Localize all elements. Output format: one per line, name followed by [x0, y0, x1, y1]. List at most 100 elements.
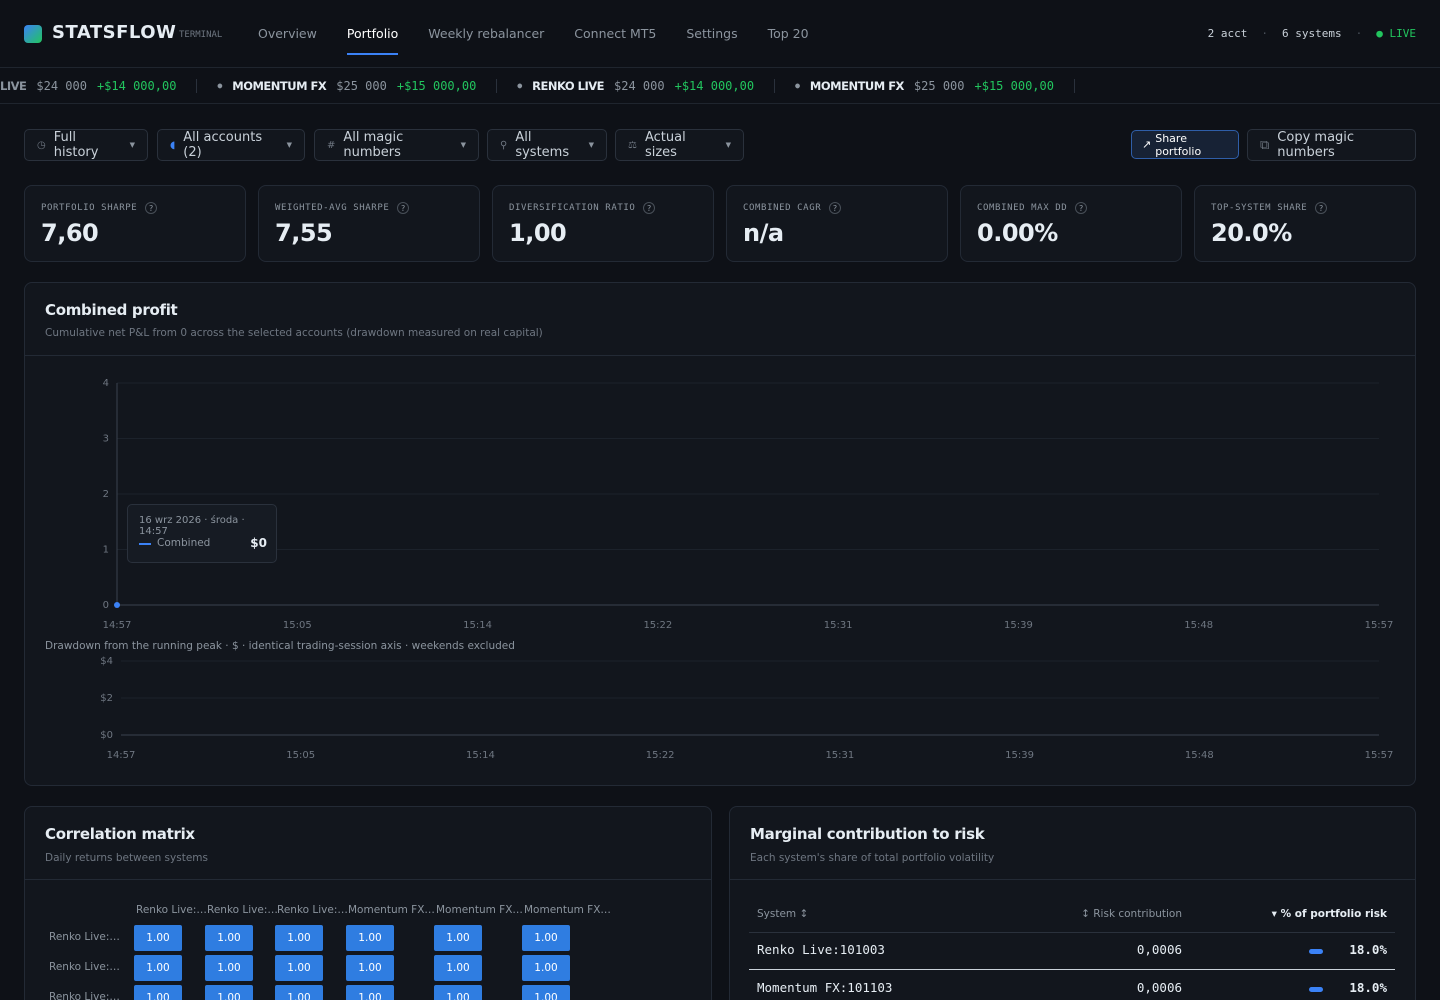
- logo: [24, 25, 42, 43]
- copy-button[interactable]: ⧉ Copy magic numbers: [1247, 129, 1416, 161]
- filter-icon: ◖: [170, 139, 176, 151]
- y-tick-label: 2: [103, 489, 109, 500]
- kpi-label: COMBINED CAGR?: [743, 202, 842, 214]
- kpi-label-text: PORTFOLIO SHARPE: [41, 203, 138, 213]
- share-icon: ↗: [1142, 138, 1152, 151]
- caret: ▼: [129, 141, 135, 149]
- kpi-value: 7,55: [275, 219, 333, 247]
- filter-dropdown[interactable]: ◖ All accounts (2) ▼: [157, 129, 305, 161]
- filter-dropdown[interactable]: ⚖ Actual sizes ▼: [615, 129, 744, 161]
- help-icon[interactable]: ?: [1315, 202, 1328, 214]
- system-name: Renko Live:101003: [757, 942, 885, 957]
- tooltip-value: $0: [250, 536, 267, 550]
- kpi-value: n/a: [743, 219, 784, 247]
- column-header[interactable]: ↕ Risk contribution: [1081, 908, 1182, 920]
- nav-link[interactable]: Top 20: [767, 26, 809, 41]
- card-subtitle: Daily returns between systems: [45, 852, 208, 864]
- help-icon[interactable]: ?: [1075, 202, 1088, 214]
- row-divider: [749, 969, 1395, 970]
- tooltip-series: Combined: [157, 537, 211, 549]
- brand: STATSFLOW: [52, 22, 177, 43]
- nav-link[interactable]: Portfolio: [346, 26, 399, 55]
- kpi-value: 0.00%: [977, 219, 1058, 247]
- separator: ·: [1355, 27, 1363, 40]
- ticker-dot: ●: [795, 81, 800, 90]
- ticker-item: LIVE $24 000 +$14 000,00: [0, 78, 198, 93]
- kpi-label: COMBINED MAX DD?: [977, 202, 1088, 214]
- ticker-name: MOMENTUM FX: [232, 78, 327, 93]
- ticker-name: RENKO LIVE: [532, 78, 605, 93]
- tooltip: 16 wrz 2026 · środa · 14:57 Combined $0: [127, 504, 277, 563]
- kpi-label: PORTFOLIO SHARPE?: [41, 202, 158, 214]
- risk-bar: [1309, 949, 1323, 954]
- column-header[interactable]: System ↕: [757, 908, 809, 920]
- drawdown-caption: Drawdown from the running peak · $ · ide…: [45, 640, 515, 652]
- filter-dropdown[interactable]: ⚲ All systems ▼: [487, 129, 607, 161]
- divider: [730, 879, 1415, 880]
- ticker-item: ● MOMENTUM FX $25 000 +$15 000,00: [795, 78, 1075, 93]
- column-label: Renko Live:…: [136, 904, 207, 916]
- header-divider: [749, 932, 1395, 933]
- kpi-label-text: COMBINED MAX DD: [977, 203, 1068, 213]
- kpi-card: COMBINED MAX DD? 0.00%: [960, 185, 1182, 262]
- x-tick-label: 15:14: [466, 750, 495, 761]
- x-tick-label: 15:39: [1005, 750, 1034, 761]
- y-tick-label: $4: [100, 656, 113, 667]
- filter-dropdown[interactable]: ◷ Full history ▼: [24, 129, 148, 161]
- kpi-card: DIVERSIFICATION RATIO? 1,00: [492, 185, 714, 262]
- x-tick-label: 14:57: [103, 620, 132, 631]
- kpi-label-text: TOP-SYSTEM SHARE: [1211, 203, 1308, 213]
- matrix-cell: 1.00: [434, 925, 482, 951]
- filter-label: All systems: [515, 130, 570, 160]
- nav-link[interactable]: Connect MT5: [574, 26, 657, 41]
- y-tick-label: 4: [103, 378, 109, 389]
- matrix-cell: 1.00: [205, 955, 253, 981]
- column-label: Renko Live:…: [277, 904, 348, 916]
- risk-bar: [1309, 987, 1323, 992]
- matrix-cell: 1.00: [134, 985, 182, 1000]
- status-stat: 2 acct: [1207, 27, 1248, 40]
- ticker-value: $25 000: [913, 78, 965, 93]
- kpi-label: TOP-SYSTEM SHARE?: [1211, 202, 1328, 214]
- live-status: ● LIVE: [1376, 27, 1416, 40]
- ticker-change: +$14 000,00: [674, 78, 755, 93]
- live-dot: ●: [1376, 27, 1390, 40]
- help-icon[interactable]: ?: [829, 202, 842, 214]
- matrix-cell: 1.00: [522, 955, 570, 981]
- risk-share: 18.0%: [1349, 980, 1387, 995]
- help-icon[interactable]: ?: [643, 202, 656, 214]
- profit-charts: 0 1 2 3 4 14:57 15:05 15:14 15:22 15:31 15:39 15:48…: [100, 378, 1393, 761]
- matrix-cell: 1.00: [205, 925, 253, 951]
- nav-link[interactable]: Settings: [686, 26, 738, 41]
- ticker-dot: ●: [517, 81, 523, 90]
- row-label: Renko Live:…: [49, 961, 120, 973]
- matrix-cell: 1.00: [346, 985, 394, 1000]
- share-button[interactable]: ↗ Share portfolio: [1131, 130, 1239, 159]
- filter-dropdown[interactable]: # All magic numbers ▼: [314, 129, 479, 161]
- kpi-card: TOP-SYSTEM SHARE? 20.0%: [1194, 185, 1416, 262]
- matrix-cell: 1.00: [134, 955, 182, 981]
- x-tick-label: 15:22: [643, 620, 672, 631]
- tagline: TERMINAL: [179, 30, 223, 40]
- nav-link[interactable]: Weekly rebalancer: [428, 26, 545, 41]
- filter-label: All accounts (2): [183, 130, 263, 160]
- y-tick-label: 1: [103, 545, 109, 556]
- y-tick-label: $0: [100, 730, 113, 741]
- kpi-card: PORTFOLIO SHARPE? 7,60: [24, 185, 246, 262]
- column-label: Momentum FX…: [524, 904, 611, 916]
- kpi-label: WEIGHTED-AVG SHARPE?: [275, 202, 410, 214]
- card-subtitle: Cumulative net P&L from 0 across the sel…: [45, 327, 543, 339]
- card-subtitle: Each system's share of total portfolio v…: [750, 852, 995, 864]
- matrix-cell: 1.00: [275, 985, 323, 1000]
- help-icon[interactable]: ?: [397, 202, 410, 214]
- help-icon[interactable]: ?: [145, 202, 158, 214]
- matrix-cell: 1.00: [522, 925, 570, 951]
- x-tick-label: 15:14: [463, 620, 492, 631]
- ticker-item: ● RENKO LIVE $24 000 +$14 000,00: [517, 78, 776, 93]
- column-header[interactable]: ▾ % of portfolio risk: [1271, 908, 1387, 920]
- nav-link[interactable]: Overview: [258, 26, 317, 41]
- ticker-dot: ●: [217, 81, 223, 90]
- live-label: LIVE: [1389, 27, 1417, 40]
- top-bar: STATSFLOW TERMINAL Overview Portfolio Week…: [0, 0, 1440, 68]
